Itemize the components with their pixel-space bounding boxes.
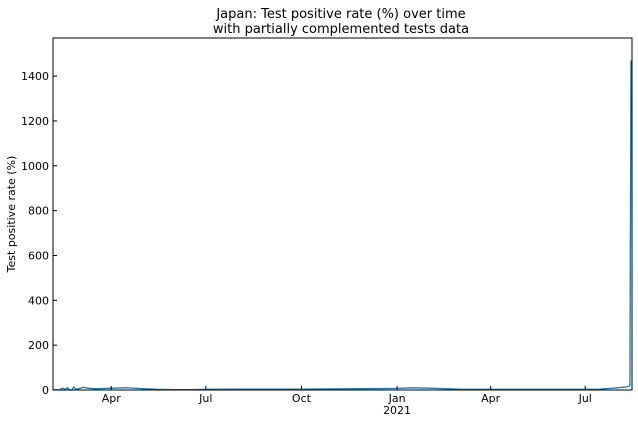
x-tick-label-2020-10-01: Oct [292, 392, 312, 405]
y-tick-label-0: 0 [42, 384, 49, 397]
y-axis-label: Test positive rate (%) [5, 156, 18, 274]
y-tick-label-800: 800 [28, 205, 49, 218]
y-tick-label-400: 400 [28, 294, 49, 307]
x-tick-label-2020-04-01: Apr [102, 392, 122, 405]
y-tick-label-600: 600 [28, 249, 49, 262]
x-tick-label-2021-07-01: Jul [578, 392, 592, 405]
chart-title-line-1: Japan: Test positive rate (%) over time [215, 7, 465, 22]
y-tick-label-1000: 1000 [21, 160, 49, 173]
y-tick-label-1400: 1400 [21, 70, 49, 83]
x-tick-sublabel-2021-01-01: 2021 [383, 404, 411, 417]
x-tick-label-2020-07-01: Jul [198, 392, 212, 405]
y-tick-label-1200: 1200 [21, 115, 49, 128]
chart-title-line-2: with partially complemented tests data [213, 22, 469, 37]
axes-frame [52, 37, 633, 391]
x-tick-label-2021-04-01: Apr [481, 392, 501, 405]
x-tick-label-2021-01-01: Jan [388, 392, 406, 405]
plot-area: 0 200 400 600 800 1000 1200 1400 Apr Jul Oct Jan202… [21, 37, 633, 417]
y-tick-label-200: 200 [28, 339, 49, 352]
